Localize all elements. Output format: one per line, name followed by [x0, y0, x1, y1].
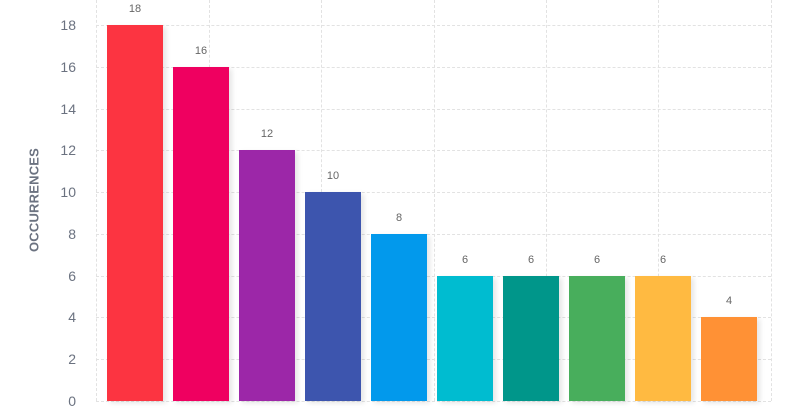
- bar[interactable]: [437, 275, 493, 401]
- h-gridline: [96, 192, 771, 194]
- y-tick-label: 2: [68, 351, 76, 368]
- y-tick-label: 10: [60, 184, 76, 201]
- bar-value-label: 6: [527, 253, 535, 266]
- bar-value-label: 16: [194, 44, 208, 57]
- v-gridline: [96, 0, 97, 401]
- y-tick-label: 18: [60, 17, 76, 33]
- bar-value-label: 18: [128, 3, 142, 15]
- h-gridline: [96, 275, 771, 277]
- y-tick-label: 16: [60, 58, 76, 75]
- y-tick-label: 12: [60, 142, 76, 159]
- y-tick-label: 4: [68, 309, 76, 326]
- bar[interactable]: [371, 233, 427, 401]
- bar[interactable]: [635, 275, 691, 401]
- bar-value-label: 8: [395, 211, 403, 224]
- h-gridline: [96, 233, 771, 235]
- h-gridline: [96, 401, 771, 402]
- y-tick-label: 14: [60, 100, 76, 117]
- bar[interactable]: [305, 192, 361, 401]
- y-tick-label: 8: [68, 225, 76, 242]
- h-gridline: [96, 359, 771, 361]
- v-gridline: [546, 0, 547, 401]
- h-gridline: [96, 150, 771, 152]
- bar[interactable]: [173, 66, 229, 401]
- bar[interactable]: [701, 317, 757, 401]
- v-gridline: [434, 0, 435, 401]
- bar[interactable]: [569, 275, 625, 401]
- y-tick-label: 6: [68, 267, 76, 284]
- bar-value-label: 12: [260, 128, 274, 141]
- bar-value-label: 6: [659, 253, 667, 266]
- h-gridline: [96, 108, 771, 110]
- v-gridline: [771, 0, 772, 401]
- bar[interactable]: [503, 275, 559, 401]
- y-tick-label: 0: [68, 393, 76, 409]
- h-gridline: [96, 66, 771, 68]
- bar-value-label: 4: [725, 295, 733, 308]
- bar[interactable]: [107, 25, 163, 401]
- h-gridline: [96, 317, 771, 319]
- bar-value-label: 6: [593, 253, 601, 266]
- bar-value-label: 6: [461, 253, 469, 266]
- h-gridline: [96, 25, 771, 26]
- bar-value-label: 10: [326, 170, 340, 183]
- bar[interactable]: [239, 150, 295, 401]
- v-gridline: [658, 0, 659, 401]
